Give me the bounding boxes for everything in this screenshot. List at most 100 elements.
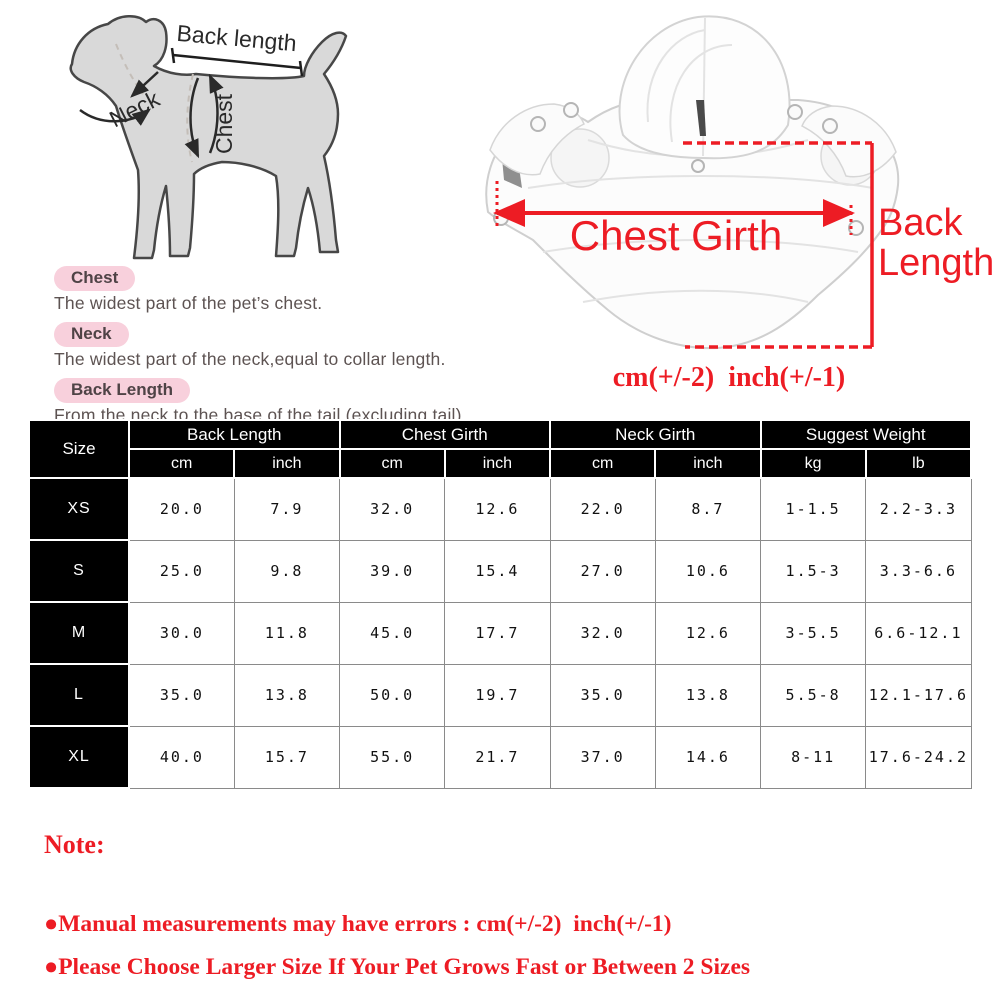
chest-girth-arrow-up [208,73,224,154]
value-cell: 13.8 [233,663,341,727]
value-cell: 1-1.5 [759,477,867,541]
notes-list: ●Manual measurements may have errors : c… [44,911,974,1000]
definition-block: Chest The widest part of the pet’s chest. [52,266,482,314]
left-strap [489,103,585,176]
note-item: ●Manual measurements may have errors : c… [44,911,672,937]
notes-section: Note: ●Manual measurements may have erro… [44,794,974,1000]
value-cell: 11.8 [233,601,341,665]
unit-label: cm [548,448,657,479]
unit-label: inch [654,448,762,479]
note-item: ●For the two legs Clothes,pls pay attent… [44,997,974,1000]
column-group-label: Neck Girth [549,419,762,450]
value-cell: 37.0 [549,725,656,789]
tolerance-note: cm(+/-2) inch(+/-1) [612,362,846,393]
definition-term-badge: Back Length [54,378,191,403]
value-cell: 3.3-6.6 [865,539,972,603]
table-row: M 30.0 11.8 45.0 17.7 32.0 12.6 3-5.5 6.6-12.1 [28,601,972,665]
left-armhole [550,128,610,188]
value-cell: 35.0 [128,663,235,727]
value-cell: 12.6 [444,477,551,541]
unit-label: inch [443,448,552,479]
size-table: Size Back Length Chest Girth Neck Girth Sugg… [28,419,973,789]
header-group-row: Size Back Length Chest Girth Neck Girth Sugg… [28,419,972,479]
notes-heading: Note: [44,830,105,859]
value-cell: 39.0 [338,539,446,603]
value-cell: 27.0 [549,539,656,603]
table-row: L 35.0 13.8 50.0 19.7 35.0 13.8 5.5-8 12.1-17.6 [28,663,972,727]
table-row: S 25.0 9.8 39.0 15.4 27.0 10.6 1.5-3 3.3-6.6 [28,539,972,603]
value-cell: 8-11 [759,725,867,789]
size-cell: XL [28,725,130,789]
definition-description: The widest part of the neck,equal to col… [54,349,446,369]
value-cell: 1.5-3 [759,539,867,603]
jacket-measurement-diagram: Chest Girth Back Length [485,15,994,350]
value-cell: 5.5-8 [759,663,867,727]
size-table-body: XS 20.0 7.9 32.0 12.6 22.0 8.7 1-1.5 2.2-3.3 S 25.… [28,477,972,789]
unit-label: kg [759,448,867,479]
column-group-label: Chest Girth [338,419,551,450]
neck-girth-arrow [79,108,151,126]
table-row: XS 20.0 7.9 32.0 12.6 22.0 8.7 1-1.5 2.2-3.3 [28,477,972,541]
size-cell: S [28,539,130,603]
dog-measurement-diagram: Back length Neck Chest [69,15,348,260]
table-corner-size: Size [28,419,130,479]
value-cell: 32.0 [338,477,446,541]
unit-label: inch [233,448,341,479]
value-cell: 2.2-3.3 [865,477,972,541]
value-cell: 15.4 [444,539,551,603]
value-cell: 35.0 [549,663,656,727]
definition-term-badge: Chest [54,266,136,291]
value-cell: 22.0 [549,477,656,541]
value-cell: 12.6 [654,601,762,665]
value-cell: 17.6-24.2 [865,725,972,789]
definitions: Chest The widest part of the pet’s chest.… [52,266,482,434]
column-group-label: Back Length [128,419,341,450]
value-cell: 17.7 [444,601,551,665]
unit-label: lb [864,448,973,479]
neck-pointer-arrow [130,71,159,98]
value-cell: 15.7 [233,725,341,789]
value-cell: 50.0 [338,663,446,727]
value-cell: 13.8 [654,663,762,727]
back-length-measure-line [170,47,304,77]
value-cell: 30.0 [128,601,235,665]
back-length-bracket [683,141,874,349]
back-length-label: Back length [176,20,298,56]
header-unit-row: cm inch cm inch cm inch kg lb [29,448,973,479]
value-cell: 45.0 [338,601,446,665]
value-cell: 55.0 [338,725,446,789]
value-cell: 7.9 [233,477,341,541]
value-cell: 12.1-17.6 [865,663,972,727]
chest-girth-label: Chest Girth [570,212,782,259]
size-table-head: Size Back Length Chest Girth Neck Girth Sugg… [28,419,973,479]
value-cell: 10.6 [654,539,762,603]
note-item: ●Please Choose Larger Size If Your Pet G… [44,953,751,980]
value-cell: 40.0 [128,725,235,789]
definition-description: The widest part of the pet’s chest. [54,293,323,313]
definition-term-badge: Neck [54,322,129,347]
column-group-label: Suggest Weight [759,419,972,450]
size-cell: L [28,663,130,727]
value-cell: 20.0 [128,477,235,541]
definition-block: Neck The widest part of the neck,equal to… [52,322,482,370]
chest-label: Chest [211,93,237,154]
size-cell: M [28,601,130,665]
value-cell: 14.6 [654,725,762,789]
value-cell: 8.7 [654,477,762,541]
value-cell: 19.7 [444,663,551,727]
value-cell: 3-5.5 [759,601,867,665]
back-length-label-line1: Back [878,202,963,244]
value-cell: 25.0 [128,539,235,603]
neck-dashed-line [115,43,144,95]
hood-neck-slit [696,100,706,136]
unit-label: cm [127,448,236,479]
value-cell: 9.8 [233,539,341,603]
back-length-label-line2: Length [878,242,994,284]
value-cell: 6.6-12.1 [865,601,972,665]
chest-girth-arrow-down [184,77,200,159]
size-cell: XS [28,477,130,541]
dog-silhouette [69,15,348,260]
table-row: XL 40.0 15.7 55.0 21.7 37.0 14.6 8-11 17.6-24.2 [28,725,972,789]
value-cell: 21.7 [444,725,551,789]
